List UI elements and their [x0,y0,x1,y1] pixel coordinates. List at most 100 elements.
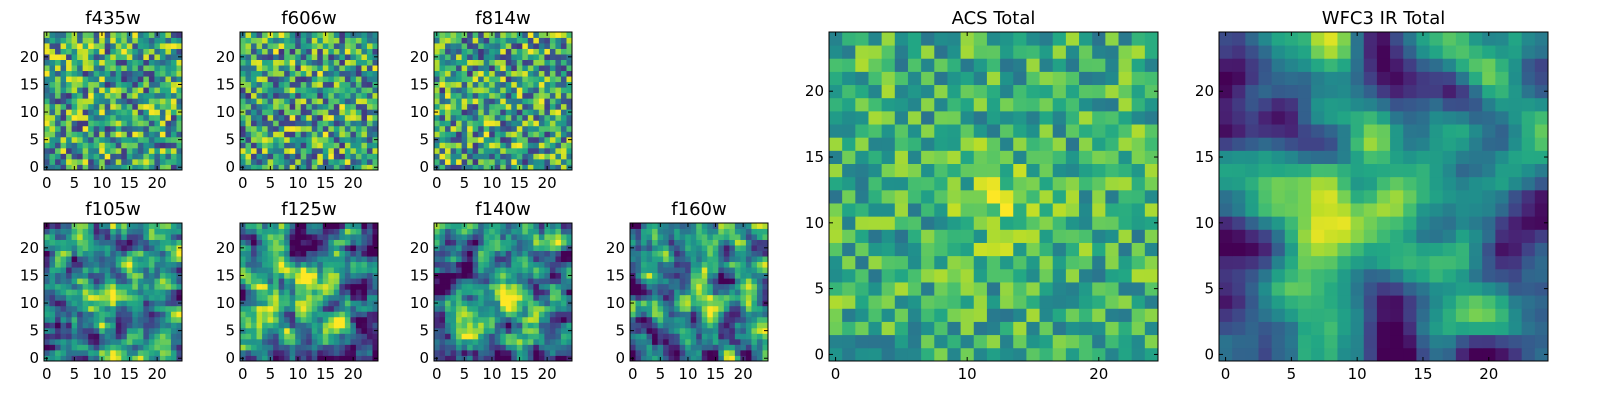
heatmap-cell [126,344,133,351]
heatmap-cell [262,294,268,301]
heatmap-cell [461,76,468,83]
heatmap-cell [295,158,302,165]
x-tick-label: 0 [42,174,52,192]
heatmap-cell [126,136,133,143]
heatmap-cell [240,147,246,154]
heatmap-cell [456,92,462,99]
heatmap-cell [478,32,485,38]
heatmap-cell [679,283,686,290]
heatmap-cell [262,349,268,356]
heatmap-cell [110,54,117,60]
heatmap-cell [707,261,714,268]
heatmap-cell [49,54,56,60]
heatmap-cell [267,103,274,110]
heatmap-cell [267,142,274,149]
heatmap-cell [635,294,642,301]
heatmap-cell [456,81,462,88]
heatmap-cell [960,242,975,257]
heatmap-cell [126,338,133,345]
heatmap-cell [322,250,329,257]
heatmap-cell [121,48,128,55]
heatmap-cell [894,203,909,217]
heatmap-cell [439,87,446,94]
heatmap-cell [300,76,307,83]
heatmap-cell [344,327,351,334]
heatmap-cell [278,338,285,345]
heatmap-cell [71,76,78,83]
heatmap-cell [740,256,747,263]
heatmap-cell [434,147,440,154]
heatmap-cell [306,261,313,268]
heatmap-cell [344,228,351,235]
heatmap-cell [560,338,567,345]
heatmap-cell [71,81,78,88]
heatmap-cell [93,136,100,143]
heatmap-cell [762,349,769,356]
heatmap-cell [679,272,686,279]
heatmap-cell [350,136,357,143]
heatmap-cell [745,305,752,312]
heatmap-cell [756,278,763,285]
heatmap-cell [483,344,490,351]
heatmap-cell [489,43,496,49]
heatmap-cell [366,59,373,66]
panel-title: f435w [85,8,140,29]
heatmap-cell [170,54,177,60]
heatmap-cell [267,333,274,340]
axes-frame [239,222,379,362]
heatmap-cell [478,98,485,105]
heatmap-cell [245,76,252,83]
heatmap-cell [77,70,84,77]
y-tick-label: 15 [20,75,39,93]
heatmap-cell [707,322,714,329]
heatmap-cell [88,92,95,99]
heatmap-cell [718,234,725,240]
heatmap-cell [439,239,446,246]
heatmap-cell [734,322,741,329]
heatmap-cell [505,103,512,110]
heatmap-cell [262,92,268,99]
heatmap-cell [560,267,567,274]
heatmap-cell [273,333,280,340]
heatmap-cell [478,147,485,154]
heatmap-cell [295,70,302,77]
heatmap-cell [77,283,84,290]
heatmap-cell [701,250,708,257]
heatmap-cell [472,125,479,132]
heatmap-cell [668,355,675,362]
heatmap-cell [132,147,139,154]
heatmap-cell [77,223,84,229]
heatmap-cell [461,305,468,312]
heatmap-cell [256,333,263,340]
heatmap-cell [489,338,496,345]
heatmap-cell [549,245,556,251]
heatmap-cell [478,164,485,171]
heatmap-cell [99,300,106,307]
heatmap-cell [527,261,534,268]
heatmap-cell [165,327,172,334]
heatmap-cell [284,120,291,127]
heatmap-cell [740,278,747,285]
heatmap-cell [88,355,95,362]
heatmap-cell [361,32,368,38]
heatmap-cell [278,147,285,154]
heatmap-cell [245,65,252,72]
heatmap-cell [973,189,988,204]
heatmap-cell [881,308,896,322]
heatmap-cell [143,125,150,132]
heatmap-cell [311,272,318,279]
heatmap-cell [483,250,490,257]
heatmap-cell [690,239,697,246]
heatmap-cell [489,228,496,235]
heatmap-cell [60,48,67,55]
heatmap-cell [855,255,869,270]
heatmap-cell [66,283,72,290]
heatmap-cell [311,114,318,121]
heatmap-cell [361,109,368,116]
heatmap-cell [635,239,642,246]
heatmap-cell [154,48,161,55]
heatmap-cell [544,311,551,318]
heatmap-cell [679,300,686,307]
heatmap-cell [549,355,556,362]
heatmap-cell [328,147,335,154]
